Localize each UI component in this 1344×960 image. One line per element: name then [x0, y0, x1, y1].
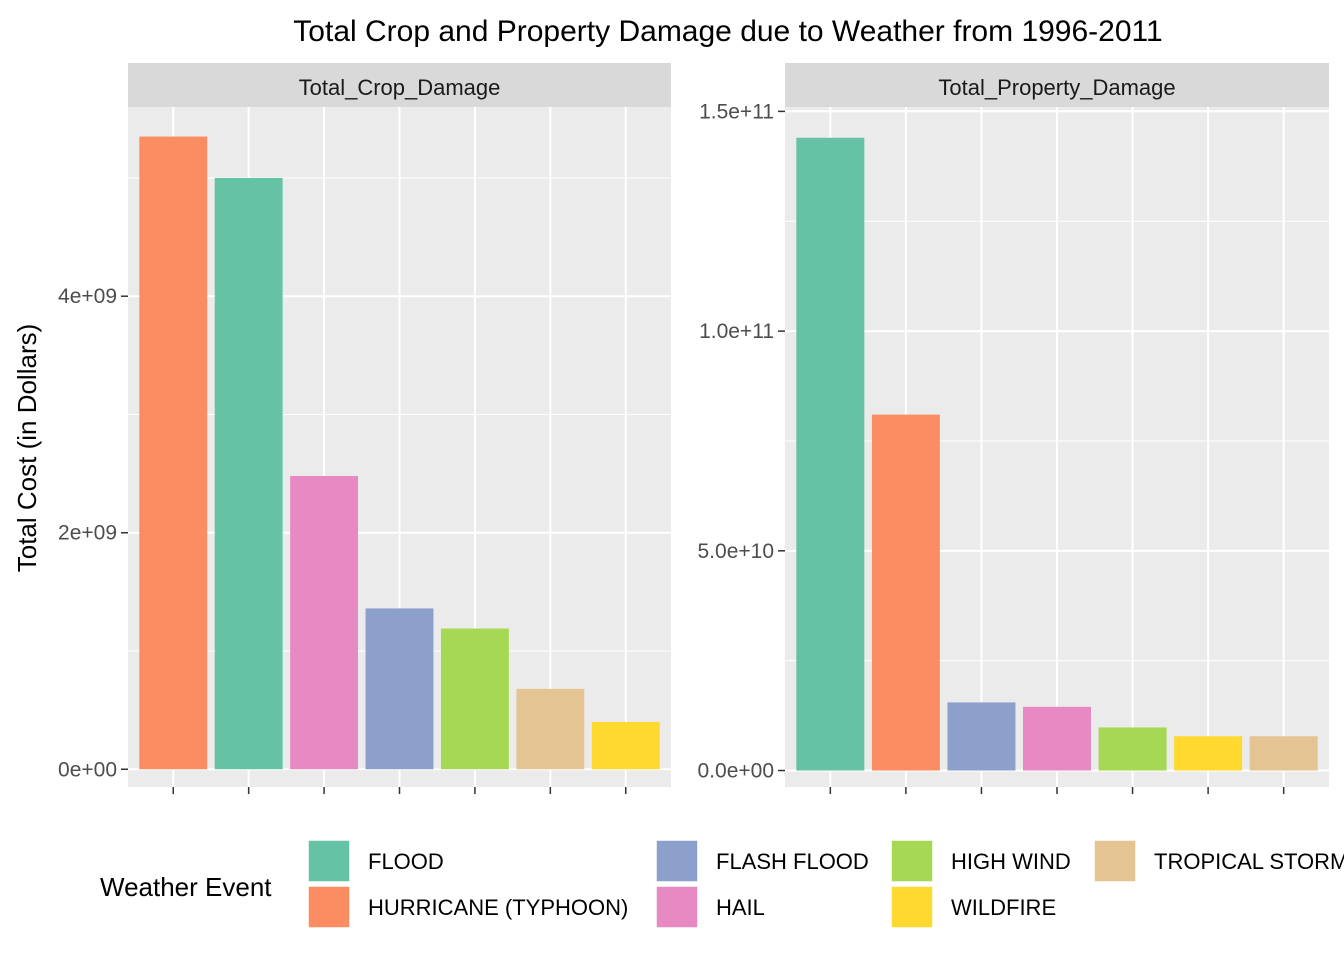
- facet-strip: [785, 63, 1329, 107]
- legend-key: [655, 839, 699, 883]
- legend-item-wildfire: WILDFIRE: [890, 885, 1056, 929]
- bar-flash-flood: [365, 608, 434, 770]
- legend-item-tropical-storm: TROPICAL STORM: [1093, 839, 1344, 883]
- legend-item-hail: HAIL: [655, 885, 765, 929]
- bar-tropical-storm: [516, 688, 585, 770]
- y-tick-label: 2e+09: [58, 522, 117, 545]
- legend-key: [890, 885, 934, 929]
- legend-title: Weather Event: [100, 872, 272, 902]
- bar-hail: [1023, 706, 1091, 771]
- y-tick-label: 5.0e+10: [698, 540, 775, 563]
- facet-total-property-damage: Total_Property_Damage 0.0e+00 5.0e+10 1.0e+…: [698, 63, 1329, 794]
- facets: Total_Crop_Damage 0e+00 2e+09 4e+09 Total_Pr…: [58, 63, 1329, 794]
- legend-label: FLOOD: [368, 849, 444, 874]
- bar-hurricane-typhoon: [871, 414, 940, 771]
- legend-label: HURRICANE (TYPHOON): [368, 895, 628, 920]
- bar-wildfire: [1174, 736, 1243, 771]
- chart-title: Total Crop and Property Damage due to We…: [293, 15, 1162, 48]
- legend-label: HIGH WIND: [951, 849, 1071, 874]
- bar-high-wind: [1098, 727, 1167, 771]
- legend-key: [890, 839, 934, 883]
- bar-tropical-storm: [1249, 736, 1318, 771]
- y-tick-label: 1.5e+11: [699, 100, 774, 123]
- bar-flood: [796, 137, 865, 771]
- legend-label: WILDFIRE: [951, 895, 1056, 920]
- legend-label: HAIL: [716, 895, 765, 920]
- y-axis-title: Total Cost (in Dollars): [12, 324, 42, 573]
- legend-key: [307, 885, 351, 929]
- facet-strip-label: Total_Property_Damage: [938, 75, 1175, 100]
- y-tick-label: 0e+00: [58, 758, 117, 781]
- y-tick-label: 1.0e+11: [699, 320, 774, 343]
- y-tick-label: 0.0e+00: [698, 760, 775, 783]
- legend-label: TROPICAL STORM: [1154, 849, 1344, 874]
- bar-hail: [290, 475, 359, 770]
- legend-item-flash-flood: FLASH FLOOD: [655, 839, 869, 883]
- legend-item-high-wind: HIGH WIND: [890, 839, 1071, 883]
- facet-strip: [128, 63, 671, 107]
- bar-hurricane-typhoon: [139, 136, 208, 770]
- legend-label: FLASH FLOOD: [716, 849, 869, 874]
- legend-item-hurricane-typhoon: HURRICANE (TYPHOON): [307, 885, 628, 929]
- bar-flash-flood: [947, 702, 1016, 771]
- legend-key: [655, 885, 699, 929]
- bar-wildfire: [591, 721, 660, 770]
- legend-key: [1093, 839, 1137, 883]
- legend-item-flood: FLOOD: [307, 839, 444, 883]
- facet-total-crop-damage: Total_Crop_Damage 0e+00 2e+09 4e+09: [58, 63, 671, 794]
- bar-high-wind: [440, 628, 509, 770]
- bar-flood: [214, 177, 283, 770]
- y-tick-label: 4e+09: [58, 285, 117, 308]
- legend-key: [307, 839, 351, 883]
- facet-strip-label: Total_Crop_Damage: [299, 75, 501, 100]
- legend: Weather Event FLOOD HURRICANE (TYPHOON) FL…: [100, 839, 1344, 929]
